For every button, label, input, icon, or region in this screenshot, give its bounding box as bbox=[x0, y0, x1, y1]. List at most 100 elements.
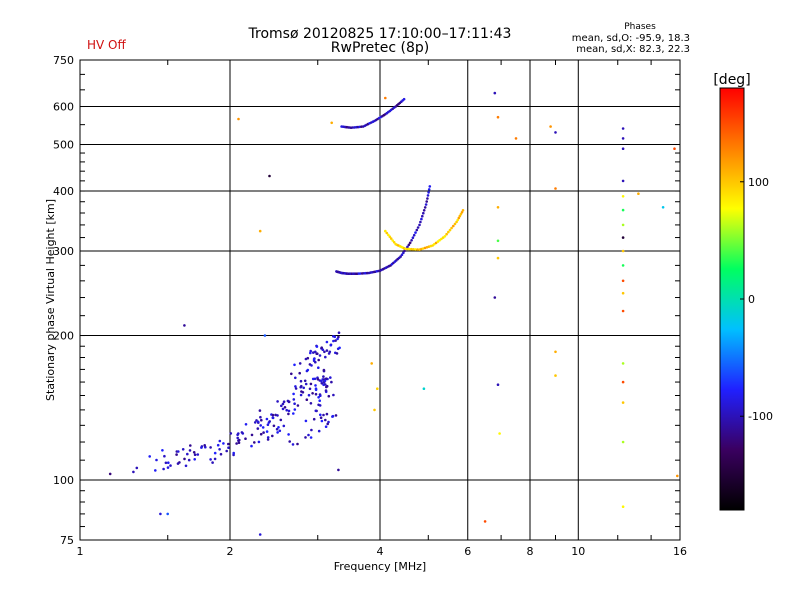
echo-point bbox=[162, 467, 165, 471]
echo-point bbox=[414, 231, 417, 234]
echo-point bbox=[400, 253, 404, 256]
echo-point bbox=[258, 533, 262, 536]
echo-point bbox=[278, 429, 282, 433]
echo-point bbox=[420, 217, 423, 221]
echo-point bbox=[434, 241, 438, 245]
echo-point bbox=[554, 350, 557, 354]
chart-title: Tromsø 20120825 17:10:00–17:11:43 bbox=[248, 26, 512, 42]
echo-point bbox=[661, 206, 665, 209]
echo-point bbox=[268, 174, 271, 178]
echo-point bbox=[370, 362, 374, 365]
echo-point bbox=[453, 222, 457, 226]
echo-point bbox=[621, 309, 625, 313]
y-tick-label: 75 bbox=[60, 534, 74, 547]
echo-point bbox=[621, 249, 625, 253]
y-tick-label: 500 bbox=[53, 139, 74, 152]
echo-point bbox=[163, 454, 166, 458]
echo-point bbox=[443, 235, 447, 238]
echo-point bbox=[331, 415, 334, 418]
echo-point bbox=[164, 461, 168, 465]
echo-point bbox=[181, 448, 185, 451]
colorbar-tick-label: 0 bbox=[748, 293, 755, 306]
echo-point bbox=[621, 223, 625, 227]
echo-point bbox=[256, 427, 260, 430]
echo-point bbox=[296, 442, 299, 446]
echo-point bbox=[427, 188, 431, 191]
echo-point bbox=[621, 279, 625, 283]
echo-point bbox=[236, 436, 239, 440]
echo-point bbox=[329, 376, 332, 379]
echo-point bbox=[332, 393, 335, 397]
echo-point bbox=[300, 384, 303, 388]
echo-point bbox=[399, 255, 402, 258]
echo-point bbox=[276, 414, 279, 417]
echo-point bbox=[108, 472, 112, 476]
echo-point bbox=[428, 185, 432, 188]
echo-point bbox=[323, 350, 326, 354]
echo-point bbox=[258, 409, 262, 412]
echo-point bbox=[193, 453, 197, 457]
echo-point bbox=[333, 335, 337, 339]
y-tick-label: 750 bbox=[53, 54, 74, 67]
echo-point bbox=[317, 366, 320, 370]
echo-point bbox=[253, 421, 257, 424]
echo-point bbox=[310, 364, 313, 367]
echo-point bbox=[325, 384, 329, 388]
x-tick-label: 16 bbox=[673, 545, 687, 558]
echo-point bbox=[391, 239, 395, 242]
echo-point bbox=[322, 368, 326, 372]
echo-point bbox=[554, 187, 557, 190]
y-tick-label: 100 bbox=[53, 474, 74, 487]
echo-point bbox=[320, 419, 324, 423]
echo-point bbox=[293, 408, 297, 411]
echo-point bbox=[227, 442, 230, 446]
echo-point bbox=[337, 335, 340, 339]
echo-point bbox=[404, 247, 407, 251]
echo-point bbox=[305, 398, 309, 402]
echo-point bbox=[271, 413, 275, 417]
echo-point bbox=[313, 377, 317, 381]
x-axis-label: Frequency [MHz] bbox=[334, 560, 426, 573]
echo-point bbox=[514, 137, 518, 140]
echo-point bbox=[200, 446, 203, 449]
echo-point bbox=[257, 440, 261, 444]
echo-point bbox=[203, 444, 206, 447]
echo-point bbox=[324, 418, 327, 422]
echo-point bbox=[319, 416, 323, 420]
echo-point bbox=[330, 121, 334, 125]
echo-point bbox=[237, 117, 240, 121]
echo-point bbox=[154, 469, 157, 472]
echo-point bbox=[621, 195, 625, 198]
echo-point bbox=[216, 443, 220, 447]
echo-point bbox=[244, 423, 248, 426]
echo-point bbox=[448, 228, 452, 232]
echo-point bbox=[461, 209, 465, 212]
echo-point bbox=[411, 236, 415, 239]
echo-point bbox=[498, 432, 501, 435]
echo-point bbox=[222, 442, 225, 445]
echo-point bbox=[447, 230, 450, 234]
echo-point bbox=[621, 264, 625, 267]
echo-point bbox=[266, 436, 270, 439]
echo-point bbox=[281, 402, 285, 406]
echo-point bbox=[265, 430, 269, 433]
echo-point bbox=[292, 392, 295, 396]
echo-point bbox=[266, 438, 270, 441]
echo-point bbox=[283, 406, 287, 409]
echo-point bbox=[244, 437, 247, 441]
echo-point bbox=[298, 362, 302, 365]
echo-point bbox=[336, 347, 340, 351]
echo-point bbox=[292, 398, 296, 401]
echo-point bbox=[621, 208, 625, 212]
echo-point bbox=[314, 392, 318, 396]
echo-point bbox=[452, 224, 455, 228]
echo-point bbox=[621, 380, 625, 384]
echo-point bbox=[287, 400, 291, 404]
echo-point bbox=[285, 408, 289, 412]
echo-point bbox=[412, 248, 415, 251]
echo-point bbox=[554, 131, 557, 134]
echo-point bbox=[209, 446, 212, 449]
echo-point bbox=[318, 354, 322, 357]
echo-point bbox=[276, 400, 279, 403]
